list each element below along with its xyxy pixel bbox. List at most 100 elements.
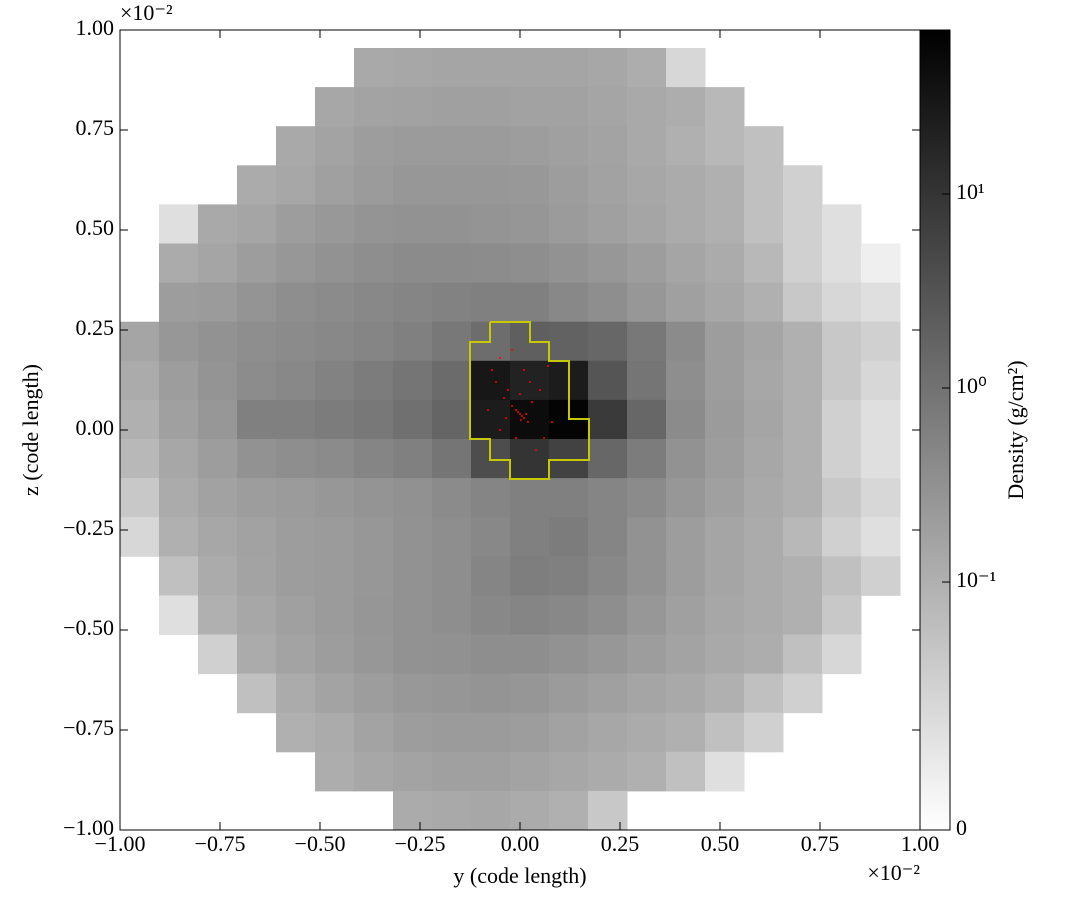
cell bbox=[237, 282, 277, 323]
colorbar bbox=[919, 29, 951, 831]
cell bbox=[393, 439, 433, 479]
cell bbox=[705, 126, 745, 166]
cell bbox=[783, 595, 823, 635]
cell bbox=[393, 165, 433, 205]
cell bbox=[549, 478, 589, 518]
cell bbox=[315, 87, 355, 127]
cell bbox=[705, 751, 745, 792]
cell bbox=[198, 595, 238, 635]
cell bbox=[159, 478, 199, 518]
cell bbox=[315, 360, 355, 401]
cell bbox=[588, 282, 628, 323]
cell bbox=[588, 360, 628, 401]
y-tick-label: −0.75 bbox=[63, 715, 114, 740]
cell bbox=[432, 87, 472, 127]
cell bbox=[627, 165, 667, 205]
cell bbox=[744, 243, 784, 284]
particle bbox=[515, 437, 517, 439]
cell bbox=[861, 360, 901, 401]
cell bbox=[354, 321, 394, 362]
cell bbox=[822, 634, 862, 675]
cell bbox=[432, 360, 472, 401]
cell bbox=[627, 126, 667, 166]
cell bbox=[627, 595, 667, 635]
cell bbox=[510, 712, 550, 753]
cell bbox=[588, 712, 628, 753]
colorbar-tick-label: 10⁰ bbox=[956, 373, 987, 398]
colorbar-tick-label: 0 bbox=[956, 815, 967, 840]
cell bbox=[744, 165, 784, 205]
cell bbox=[471, 165, 511, 205]
cell bbox=[666, 321, 706, 362]
cell bbox=[783, 282, 823, 323]
cell bbox=[159, 595, 199, 635]
cell bbox=[354, 673, 394, 714]
cell bbox=[120, 478, 160, 518]
cell bbox=[666, 282, 706, 323]
cell bbox=[159, 243, 199, 284]
cell bbox=[783, 321, 823, 362]
cell bbox=[627, 360, 667, 401]
cell bbox=[120, 439, 160, 479]
cell bbox=[588, 439, 628, 479]
cell bbox=[510, 204, 550, 244]
cell bbox=[666, 360, 706, 401]
cell bbox=[549, 204, 589, 244]
particle bbox=[519, 413, 521, 415]
cell bbox=[666, 439, 706, 479]
cell bbox=[822, 204, 862, 244]
cell bbox=[705, 165, 745, 205]
cell bbox=[744, 517, 784, 557]
cell bbox=[432, 165, 472, 205]
cell bbox=[588, 87, 628, 127]
cell bbox=[627, 87, 667, 127]
particle bbox=[519, 393, 521, 395]
cell bbox=[354, 165, 394, 205]
cell bbox=[744, 321, 784, 362]
cell bbox=[666, 243, 706, 284]
cell bbox=[471, 712, 511, 753]
cell bbox=[705, 282, 745, 323]
cell bbox=[588, 556, 628, 596]
cell bbox=[354, 399, 394, 440]
cell bbox=[861, 517, 901, 557]
cell bbox=[666, 87, 706, 127]
cell bbox=[198, 282, 238, 323]
cell bbox=[744, 399, 784, 440]
cell bbox=[588, 517, 628, 557]
cell bbox=[276, 556, 316, 596]
cell bbox=[276, 595, 316, 635]
colorbar-tick-label: 10¹ bbox=[956, 179, 985, 204]
cell bbox=[510, 595, 550, 635]
cell bbox=[471, 634, 511, 675]
cell bbox=[861, 399, 901, 440]
image bbox=[120, 48, 901, 831]
cell bbox=[666, 478, 706, 518]
cell bbox=[432, 517, 472, 557]
cell bbox=[861, 556, 901, 596]
cell bbox=[588, 634, 628, 675]
cell bbox=[510, 360, 550, 401]
cell bbox=[432, 48, 472, 88]
cell bbox=[783, 399, 823, 440]
cell bbox=[315, 751, 355, 792]
cell bbox=[861, 439, 901, 479]
cell bbox=[549, 243, 589, 284]
cell bbox=[588, 790, 628, 831]
cell bbox=[159, 282, 199, 323]
cell bbox=[510, 439, 550, 479]
cell bbox=[471, 478, 511, 518]
cell bbox=[549, 634, 589, 675]
cell bbox=[588, 243, 628, 284]
cell bbox=[861, 321, 901, 362]
cell bbox=[198, 556, 238, 596]
cell bbox=[354, 48, 394, 88]
cell bbox=[276, 243, 316, 284]
cell bbox=[627, 204, 667, 244]
cell bbox=[432, 439, 472, 479]
cell bbox=[471, 87, 511, 127]
cell bbox=[393, 517, 433, 557]
cell bbox=[432, 634, 472, 675]
cell bbox=[315, 243, 355, 284]
